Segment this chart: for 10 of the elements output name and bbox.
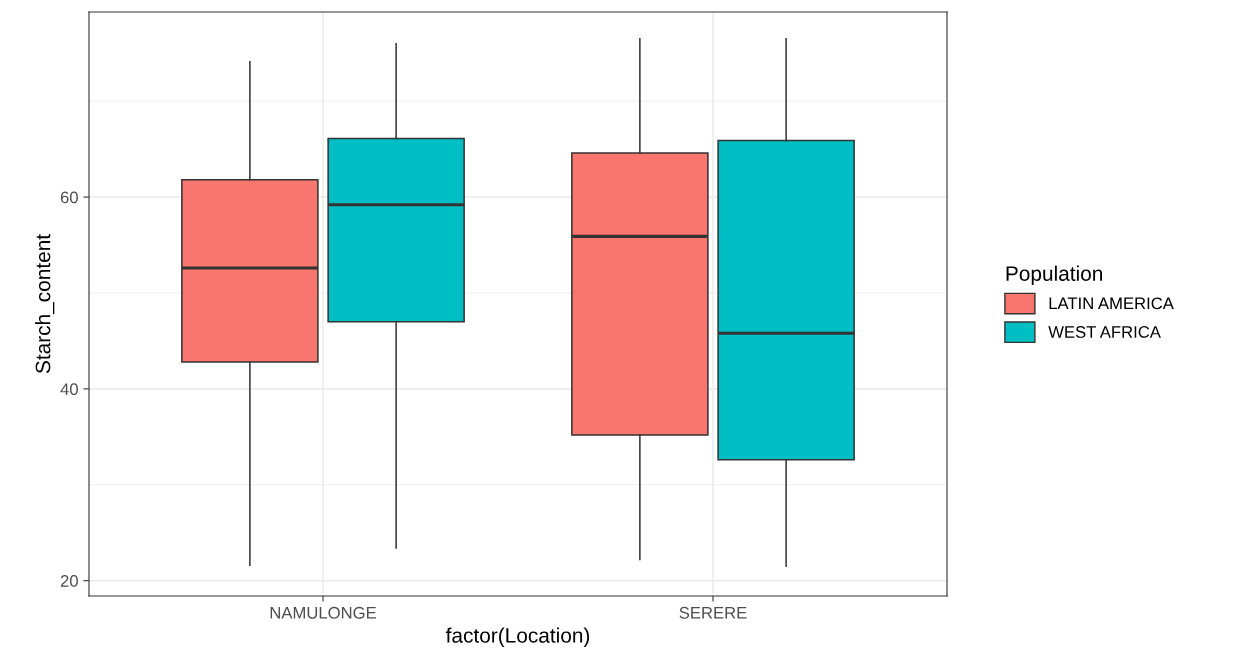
x-axis-title: factor(Location): [445, 627, 590, 647]
y-axis-title: Starch_content: [35, 234, 55, 374]
legend-label: WEST AFRICA: [1048, 326, 1161, 338]
legend-title: Population: [1006, 265, 1103, 286]
y-tick-label: 40: [60, 383, 78, 396]
y-tick-label: 60: [60, 191, 78, 204]
y-tick-label: 20: [60, 575, 78, 587]
legend-label: LATIN AMERICA: [1049, 297, 1174, 310]
x-tick-label: SERERE: [679, 606, 747, 619]
x-tick-label: NAMULONGE: [270, 606, 376, 619]
